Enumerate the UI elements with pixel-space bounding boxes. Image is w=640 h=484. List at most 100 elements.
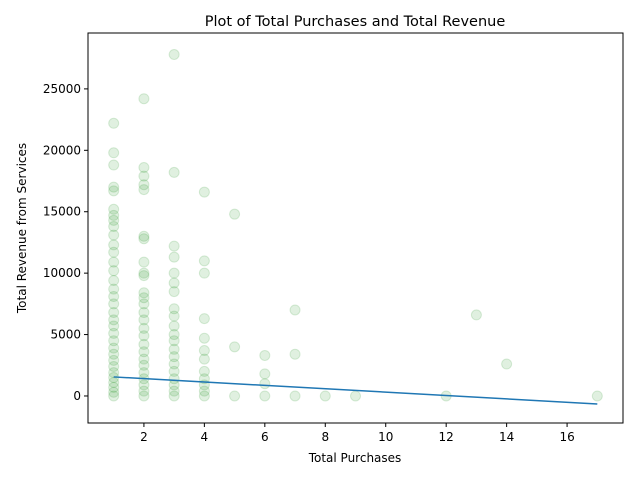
- data-point: [259, 368, 271, 380]
- data-point: [108, 283, 120, 295]
- data-point: [108, 275, 120, 287]
- data-point: [108, 159, 120, 171]
- data-point: [168, 365, 180, 377]
- data-point: [168, 373, 180, 385]
- data-point: [138, 287, 150, 299]
- data-point: [168, 390, 180, 402]
- x-tick-label: 8: [321, 430, 329, 444]
- data-point: [168, 385, 180, 397]
- data-point: [138, 256, 150, 268]
- data-point: [259, 390, 271, 402]
- data-point: [198, 255, 210, 267]
- data-point: [168, 267, 180, 279]
- data-point: [108, 185, 120, 197]
- data-point: [319, 390, 331, 402]
- data-point: [168, 335, 180, 347]
- data-point: [108, 360, 120, 372]
- data-point: [108, 229, 120, 241]
- data-point: [168, 358, 180, 370]
- x-tick-label: 12: [439, 430, 454, 444]
- data-point: [138, 353, 150, 365]
- data-point: [198, 345, 210, 357]
- data-point: [108, 265, 120, 277]
- data-point: [289, 304, 301, 316]
- data-point: [138, 330, 150, 342]
- data-point: [138, 338, 150, 350]
- data-point: [168, 343, 180, 355]
- data-point: [198, 390, 210, 402]
- data-point: [198, 365, 210, 377]
- y-tick-label: 15000: [43, 205, 81, 219]
- x-tick-label: 6: [261, 430, 269, 444]
- data-point: [198, 332, 210, 344]
- data-point: [138, 385, 150, 397]
- data-point: [168, 303, 180, 315]
- data-point: [138, 292, 150, 304]
- data-point: [138, 346, 150, 358]
- data-point: [501, 358, 513, 370]
- data-point: [108, 342, 120, 354]
- data-point: [138, 359, 150, 371]
- data-point: [289, 390, 301, 402]
- x-tick-label: 16: [559, 430, 574, 444]
- x-tick-label: 4: [201, 430, 209, 444]
- data-point: [198, 313, 210, 325]
- y-tick-label: 25000: [43, 82, 81, 96]
- data-point: [229, 208, 241, 220]
- data-point: [108, 290, 120, 302]
- data-point: [350, 390, 361, 402]
- data-point: [108, 354, 120, 366]
- data-point: [168, 286, 180, 298]
- data-point: [138, 270, 150, 282]
- data-point: [108, 320, 120, 332]
- data-point: [108, 203, 120, 215]
- data-point: [138, 267, 150, 279]
- data-point: [138, 170, 150, 182]
- data-point: [108, 147, 120, 159]
- data-point: [138, 233, 150, 245]
- data-point: [108, 327, 120, 339]
- data-point: [168, 351, 180, 363]
- data-point: [108, 214, 120, 226]
- data-point: [108, 256, 120, 268]
- data-point: [168, 329, 180, 341]
- data-point: [108, 314, 120, 326]
- x-tick-label: 14: [499, 430, 514, 444]
- data-point: [108, 390, 120, 402]
- data-point: [259, 378, 271, 390]
- data-point: [591, 390, 603, 402]
- data-point: [108, 306, 120, 318]
- data-point: [168, 251, 180, 263]
- data-point: [138, 379, 150, 391]
- data-point: [198, 353, 210, 365]
- data-point: [259, 349, 271, 361]
- data-point: [138, 298, 150, 310]
- data-point: [198, 186, 210, 198]
- x-tick-label: 10: [378, 430, 393, 444]
- x-axis-label: Total Purchases: [308, 451, 402, 465]
- fit-line: [113, 376, 598, 405]
- data-point: [108, 246, 120, 258]
- data-point: [168, 320, 180, 332]
- data-point: [108, 348, 120, 360]
- data-point: [168, 310, 180, 322]
- data-point: [108, 386, 120, 398]
- y-tick-label: 0: [73, 389, 81, 403]
- data-point: [289, 348, 301, 360]
- data-point: [108, 117, 120, 129]
- data-point: [229, 390, 241, 402]
- data-point: [168, 48, 180, 60]
- data-point: [108, 335, 120, 347]
- data-point: [108, 239, 120, 251]
- data-point: [108, 381, 120, 393]
- data-point: [470, 309, 482, 321]
- data-point: [138, 230, 150, 242]
- data-point: [138, 179, 150, 191]
- data-point: [229, 341, 241, 353]
- data-point: [108, 209, 120, 221]
- x-tick-label: 2: [140, 430, 148, 444]
- data-point: [108, 220, 120, 232]
- y-tick-label: 5000: [50, 328, 81, 342]
- plot-frame: [87, 32, 624, 424]
